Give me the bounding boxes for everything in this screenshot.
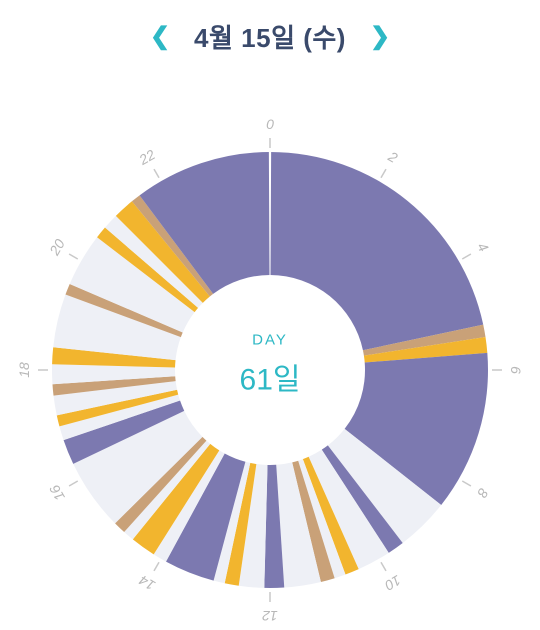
prev-day-button[interactable]: ❮ (150, 22, 170, 51)
hour-label: 0 (266, 116, 274, 132)
hour-label: 18 (16, 362, 32, 378)
hour-tick (381, 562, 386, 571)
date-header: ❮ 4월 15일 (수) ❯ (0, 0, 540, 55)
hour-tick (381, 169, 386, 178)
hour-tick (462, 481, 471, 486)
day-timeline-chart: DAY 61일 0246810121416182022 (0, 95, 540, 630)
hour-label: 6 (508, 366, 524, 374)
hour-label: 12 (262, 608, 278, 624)
hour-tick (69, 254, 78, 259)
hour-tick (462, 254, 471, 259)
hour-tick (154, 562, 159, 571)
date-label: 4월 15일 (수) (194, 18, 346, 55)
next-day-button[interactable]: ❯ (370, 22, 390, 51)
center-label-main: 61일 (240, 355, 301, 399)
center-label-top: DAY (240, 332, 301, 349)
hour-tick (69, 481, 78, 486)
hour-tick (154, 169, 159, 178)
chart-center: DAY 61일 (240, 332, 301, 399)
timeline-segment (270, 152, 483, 350)
